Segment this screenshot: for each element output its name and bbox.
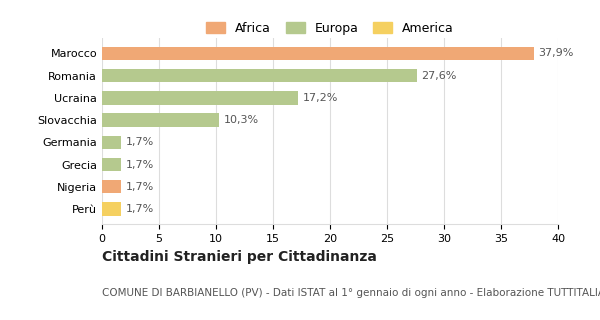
Text: COMUNE DI BARBIANELLO (PV) - Dati ISTAT al 1° gennaio di ogni anno - Elaborazion: COMUNE DI BARBIANELLO (PV) - Dati ISTAT … [102,288,600,298]
Text: 1,7%: 1,7% [126,182,154,192]
Bar [102,180,121,193]
Text: 1,7%: 1,7% [126,137,154,147]
Bar [102,47,534,60]
Bar [102,136,121,149]
Bar [102,69,416,82]
Bar [102,202,121,216]
Text: 27,6%: 27,6% [421,71,457,81]
Legend: Africa, Europa, America: Africa, Europa, America [201,17,459,40]
Text: 37,9%: 37,9% [539,49,574,59]
Bar [102,158,121,171]
Text: 1,7%: 1,7% [126,204,154,214]
Bar [102,91,298,105]
Bar [102,113,220,127]
Text: 17,2%: 17,2% [302,93,338,103]
Text: 10,3%: 10,3% [224,115,259,125]
Text: Cittadini Stranieri per Cittadinanza: Cittadini Stranieri per Cittadinanza [102,250,377,264]
Text: 1,7%: 1,7% [126,159,154,170]
